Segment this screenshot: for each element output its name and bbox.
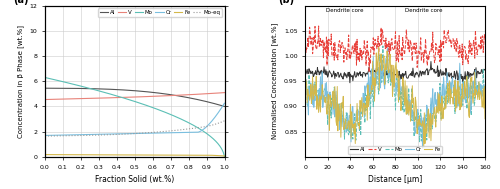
Text: (a): (a) bbox=[12, 0, 28, 5]
Legend: Al, V, Mo, Cr, Fe: Al, V, Mo, Cr, Fe bbox=[348, 146, 442, 154]
Y-axis label: Normalised Concentration [wt.%]: Normalised Concentration [wt.%] bbox=[272, 23, 278, 139]
Legend: Al, V, Mo, Cr, Fe, Mo-eq: Al, V, Mo, Cr, Fe, Mo-eq bbox=[98, 9, 222, 17]
Text: (b): (b) bbox=[278, 0, 294, 5]
Text: Dendrite core: Dendrite core bbox=[326, 8, 364, 13]
X-axis label: Fraction Solid (wt.%): Fraction Solid (wt.%) bbox=[95, 175, 174, 184]
Y-axis label: Concentration in β Phase [wt.%]: Concentration in β Phase [wt.%] bbox=[17, 25, 24, 138]
X-axis label: Distance [μm]: Distance [μm] bbox=[368, 175, 422, 184]
Text: Dendrite core: Dendrite core bbox=[405, 8, 442, 13]
